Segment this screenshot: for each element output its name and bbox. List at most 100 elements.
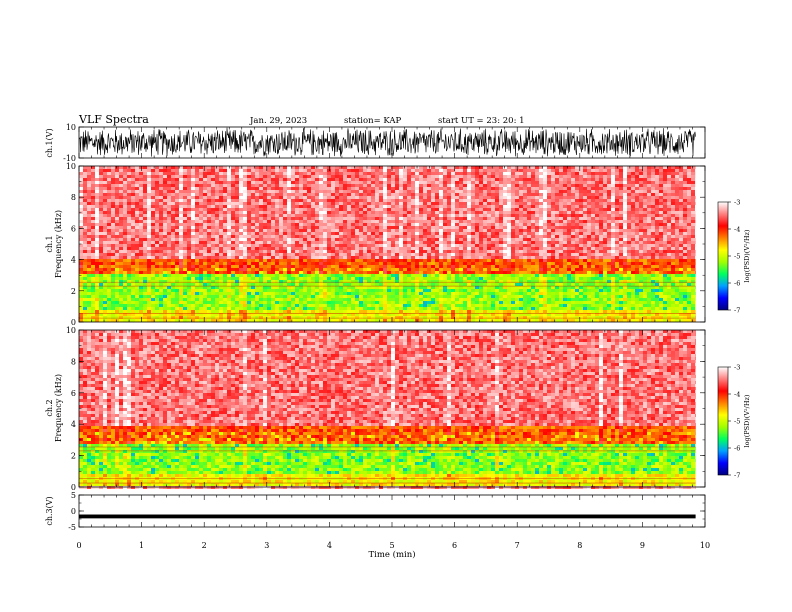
spectrogram-cell <box>159 199 163 202</box>
spectrogram-cell <box>435 235 439 238</box>
spectrogram-cell <box>379 202 383 205</box>
spectrogram-cell <box>267 286 271 289</box>
spectrogram-cell <box>255 241 259 244</box>
spectrogram-cell <box>239 232 243 235</box>
spectrogram-cell <box>267 268 271 271</box>
spectrogram-cell <box>419 265 423 268</box>
spectrogram-cell <box>423 253 427 256</box>
spectrogram-cell <box>375 301 379 304</box>
spectrogram-cell <box>291 292 295 295</box>
spectrogram-cell <box>383 304 387 307</box>
spectrogram-cell <box>167 220 171 223</box>
spectrogram-cell <box>335 298 339 301</box>
spectrogram-cell <box>363 253 367 256</box>
spectrogram-cell <box>339 226 343 229</box>
spectrogram-cell <box>127 247 131 250</box>
spectrogram-cell <box>79 268 83 271</box>
spectrogram-cell <box>347 187 351 190</box>
spectrogram-cell <box>343 238 347 241</box>
spectrogram-cell <box>95 247 99 250</box>
spectrogram-cell <box>255 244 259 247</box>
spectrogram-cell <box>87 301 91 304</box>
spectrogram-cell <box>127 274 131 277</box>
spectrogram-cell <box>243 226 247 229</box>
spectrogram-cell <box>207 202 211 205</box>
spectrogram-cell <box>359 298 363 301</box>
spectrogram-cell <box>299 190 303 193</box>
spectrogram-cell <box>307 226 311 229</box>
spectrogram-cell <box>115 271 119 274</box>
spectrogram-cell <box>175 271 179 274</box>
spectrogram-cell <box>263 220 267 223</box>
spectrogram-cell <box>303 268 307 271</box>
spectrogram-cell <box>119 208 123 211</box>
spectrogram-cell <box>135 274 139 277</box>
spectrogram-cell <box>431 307 435 310</box>
spectrogram-cell <box>243 295 247 298</box>
spectrogram-cell <box>179 217 183 220</box>
spectrogram-cell <box>423 226 427 229</box>
spectrogram-cell <box>183 301 187 304</box>
spectrogram-cell <box>435 229 439 232</box>
spectrogram-cell <box>159 307 163 310</box>
spectrogram-cell <box>203 229 207 232</box>
spectrogram-cell <box>131 298 135 301</box>
spectrogram-cell <box>447 229 451 232</box>
spectrogram-cell <box>311 307 315 310</box>
spectrogram-cell <box>391 259 395 262</box>
spectrogram-cell <box>251 175 255 178</box>
spectrogram-cell <box>167 244 171 247</box>
spectrogram-cell <box>179 193 183 196</box>
spectrogram-cell <box>267 220 271 223</box>
spectrogram-cell <box>87 277 91 280</box>
spectrogram-cell <box>83 274 87 277</box>
spectrogram-cell <box>279 178 283 181</box>
spectrogram-cell <box>239 211 243 214</box>
spectrogram-cell <box>299 301 303 304</box>
spectrogram-cell <box>163 175 167 178</box>
spectrogram-cell <box>363 274 367 277</box>
spectrogram-cell <box>79 175 83 178</box>
spectrogram-cell <box>379 304 383 307</box>
spectrogram-cell <box>427 304 431 307</box>
spectrogram-cell <box>239 295 243 298</box>
spectrogram-cell <box>99 274 103 277</box>
spectrogram-cell <box>375 172 379 175</box>
spectrogram-cell <box>183 211 187 214</box>
spectrogram-cell <box>127 244 131 247</box>
spectrogram-cell <box>323 274 327 277</box>
spectrogram-cell <box>271 319 275 322</box>
spectrogram-cell <box>139 274 143 277</box>
spectrogram-cell <box>119 313 123 316</box>
spectrogram-cell <box>131 205 135 208</box>
spectrogram-cell <box>415 283 419 286</box>
spectrogram-cell <box>371 280 375 283</box>
spectrogram-cell <box>167 286 171 289</box>
spectrogram-cell <box>263 295 267 298</box>
spectrogram-cell <box>91 208 95 211</box>
spectrogram-cell <box>127 223 131 226</box>
spectrogram-cell <box>191 187 195 190</box>
spectrogram-cell <box>415 256 419 259</box>
spectrogram-cell <box>359 202 363 205</box>
spectrogram-cell <box>263 166 267 169</box>
spectrogram-cell <box>203 313 207 316</box>
spectrogram-cell <box>267 310 271 313</box>
spectrogram-cell <box>311 193 315 196</box>
spectrogram-cell <box>419 229 423 232</box>
ch1-waveform-panel: 10-10 ch.1(V) <box>45 123 706 163</box>
spectrogram-cell <box>143 208 147 211</box>
spectrogram-cell <box>311 175 315 178</box>
spectrogram-cell <box>419 274 423 277</box>
spectrogram-cell <box>79 256 83 259</box>
spectrogram-cell <box>191 292 195 295</box>
spectrogram-cell <box>195 316 199 319</box>
spectrogram-cell <box>335 208 339 211</box>
spectrogram-cell <box>91 316 95 319</box>
spectrogram-cell <box>259 178 263 181</box>
spectrogram-cell <box>375 265 379 268</box>
spectrogram-cell <box>383 310 387 313</box>
spectrogram-cell <box>211 274 215 277</box>
spectrogram-cell <box>171 256 175 259</box>
spectrogram-cell <box>415 298 419 301</box>
